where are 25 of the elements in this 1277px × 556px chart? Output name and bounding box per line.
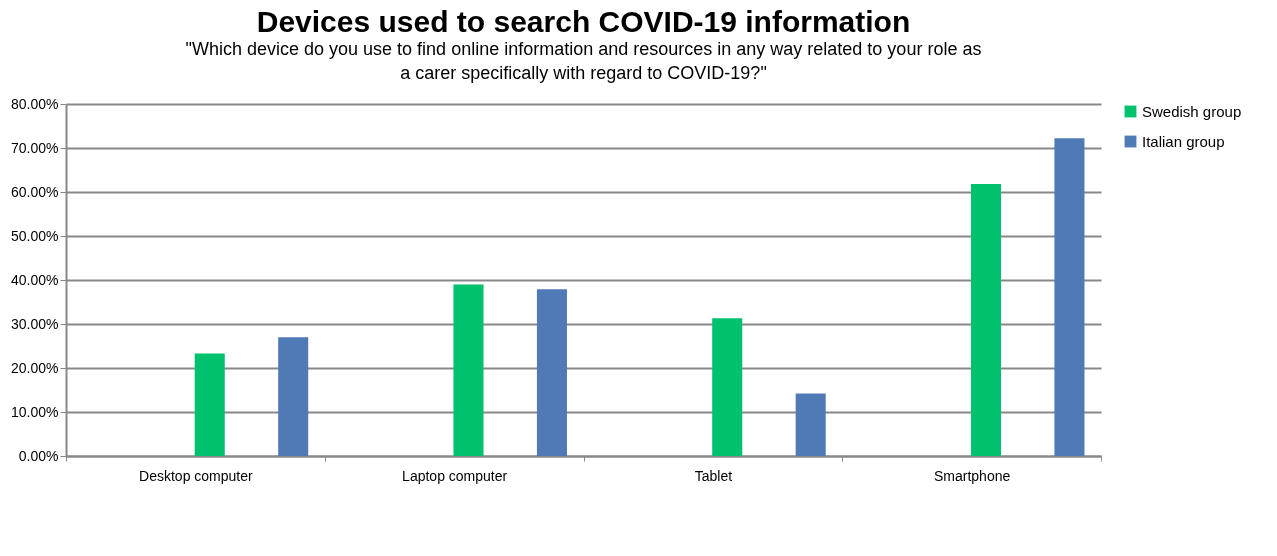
bar	[795, 393, 826, 456]
y-tick-label: 50.00%	[11, 227, 59, 244]
y-tick-label: 30.00%	[11, 315, 59, 332]
bar	[970, 184, 1002, 456]
bar	[536, 289, 567, 456]
y-tick-label: 10.00%	[11, 403, 59, 420]
legend-label: Italian group	[1142, 132, 1225, 150]
y-tick-label: 40.00%	[11, 271, 59, 288]
x-tick-label: Smartphone	[933, 467, 1011, 484]
bar	[1054, 138, 1085, 456]
y-tick-label: 0.00%	[18, 447, 59, 464]
x-tick-label: Desktop computer	[139, 467, 254, 484]
chart-title: Devices used to search COVID-19 information	[256, 5, 911, 38]
bar	[712, 318, 743, 456]
x-tick-label: Tablet	[694, 467, 733, 484]
y-tick-label: 80.00%	[11, 95, 59, 112]
y-tick-label: 20.00%	[11, 359, 59, 376]
y-tick-label: 70.00%	[11, 139, 59, 156]
bar	[278, 337, 309, 456]
chart-subtitle: "Which device do you use to find online information and resources in any way related to your role as a carer specifically with regard to COVID-19?"	[185, 39, 982, 83]
bar	[194, 353, 225, 456]
x-tick-label: Laptop computer	[402, 467, 508, 484]
legend-label: Swedish group	[1142, 102, 1242, 120]
bar	[453, 284, 484, 456]
y-tick-label: 60.00%	[11, 183, 59, 200]
